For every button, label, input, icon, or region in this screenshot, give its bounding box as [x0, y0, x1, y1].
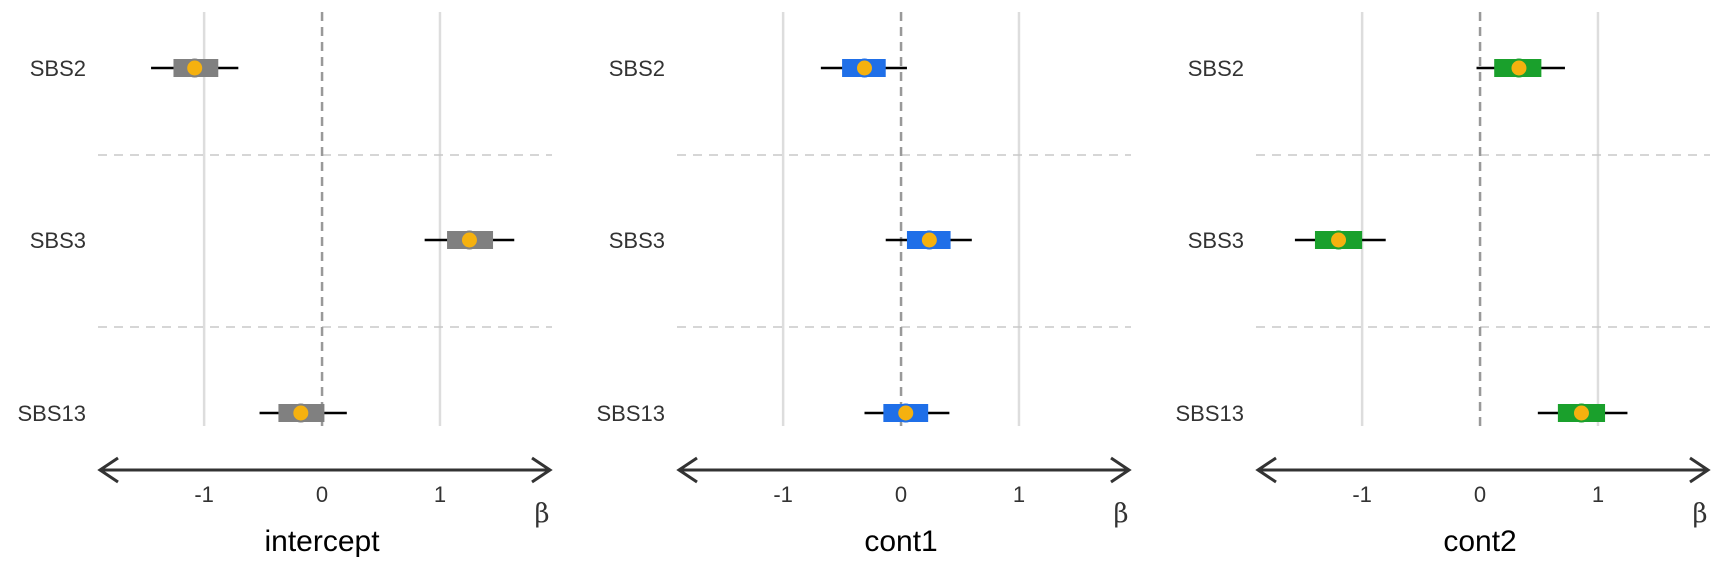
forest-panel-intercept: SBS2 SBS3 SBS13 -1 0 1 β intercept: [18, 12, 553, 558]
category-label: SBS13: [597, 401, 666, 426]
category-label: SBS2: [30, 56, 86, 81]
axis-arrow-left: [1255, 456, 1277, 484]
x-axis-label: β: [1692, 499, 1707, 529]
estimate-point: [459, 230, 479, 250]
x-axis: -1 0 1 β: [97, 456, 553, 529]
category-label: SBS2: [1188, 56, 1244, 81]
estimate-point: [854, 58, 874, 78]
x-axis-label: β: [1113, 499, 1128, 529]
row-SBS13: SBS13: [18, 401, 347, 426]
axis-arrow-right: [1110, 456, 1132, 484]
category-label: SBS3: [609, 228, 665, 253]
category-label: SBS13: [1176, 401, 1245, 426]
panel-title: cont1: [864, 525, 937, 558]
category-label: SBS3: [1188, 228, 1244, 253]
row-SBS3: SBS3: [1188, 228, 1386, 253]
x-axis: -1 0 1 β: [1255, 456, 1711, 529]
axis-arrow-left: [97, 456, 119, 484]
row-SBS13: SBS13: [1176, 401, 1628, 426]
row-SBS3: SBS3: [609, 228, 972, 253]
axis-arrow-right: [531, 456, 553, 484]
tick-label: 1: [1592, 482, 1604, 507]
panel-title: cont2: [1443, 525, 1516, 558]
estimate-point: [185, 58, 205, 78]
tick-label: 0: [895, 482, 907, 507]
row-SBS3: SBS3: [30, 228, 515, 253]
estimate-point: [291, 403, 311, 423]
row-SBS13: SBS13: [597, 401, 950, 426]
x-axis-label: β: [534, 499, 549, 529]
estimate-point: [1509, 58, 1529, 78]
tick-label: -1: [194, 482, 214, 507]
estimate-point: [1329, 230, 1349, 250]
row-SBS2: SBS2: [30, 56, 239, 81]
panel-title: intercept: [265, 525, 381, 558]
tick-label: 0: [1474, 482, 1486, 507]
x-axis: -1 0 1 β: [676, 456, 1132, 529]
forest-panel-cont2: SBS2 SBS3 SBS13 -1 0 1 β cont2: [1176, 12, 1711, 558]
category-label: SBS2: [609, 56, 665, 81]
tick-label: -1: [773, 482, 793, 507]
tick-label: -1: [1352, 482, 1372, 507]
axis-arrow-left: [676, 456, 698, 484]
row-SBS2: SBS2: [609, 56, 907, 81]
forest-panel-cont1: SBS2 SBS3 SBS13 -1 0 1 β cont1: [597, 12, 1132, 558]
tick-label: 1: [434, 482, 446, 507]
axis-arrow-right: [1689, 456, 1711, 484]
tick-label: 0: [316, 482, 328, 507]
estimate-point: [896, 403, 916, 423]
tick-label: 1: [1013, 482, 1025, 507]
category-label: SBS3: [30, 228, 86, 253]
estimate-point: [919, 230, 939, 250]
row-SBS2: SBS2: [1188, 56, 1565, 81]
estimate-point: [1571, 403, 1591, 423]
category-label: SBS13: [18, 401, 87, 426]
